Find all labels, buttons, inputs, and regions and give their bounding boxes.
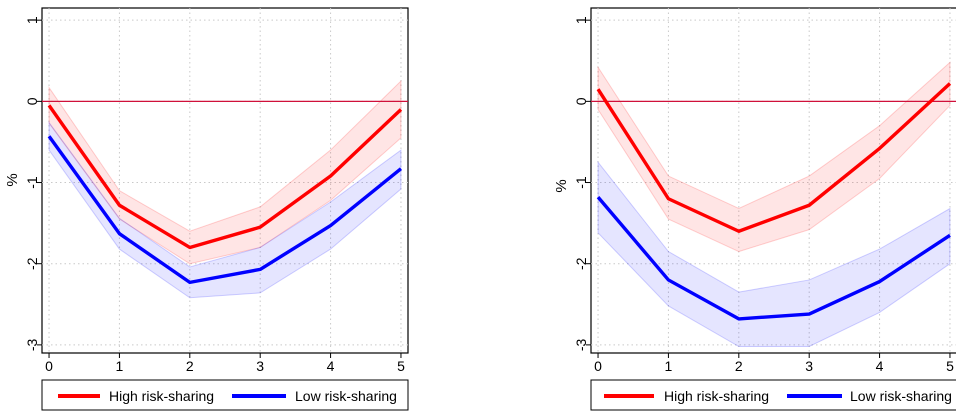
x-tick-label: 0: [594, 358, 602, 374]
series-line-low-risk-sharing: [47, 135, 403, 285]
series-line-low-risk-sharing: [596, 196, 951, 321]
legend-label-high: High risk-sharing: [109, 388, 214, 404]
x-tick-label: 3: [256, 358, 264, 374]
y-tick-label: 1: [24, 16, 40, 24]
legend: High risk-sharing Low risk-sharing: [41, 379, 409, 411]
chart-panel-left: 1 0 -1 -2 -3 0 1 2 3 4 5 % High risk-sharing Low …: [4, 7, 409, 411]
grid-lines: [591, 8, 956, 353]
confidence-band-low-risk-sharing: [48, 120, 402, 299]
y-tick-label: -2: [24, 257, 40, 270]
y-tick-label: -1: [24, 176, 40, 189]
y-axis-label: %: [4, 173, 21, 186]
x-tick-label: 5: [946, 358, 954, 374]
x-axis-ticks: 0 1 2 3 4 5: [594, 353, 954, 374]
legend: High risk-sharing Low risk-sharing: [590, 379, 956, 411]
x-tick-label: 2: [735, 358, 743, 374]
confidence-band-low-risk-sharing: [597, 160, 951, 348]
series-lines: [596, 82, 952, 321]
chart-panel-right: 1 0 -1 -2 -3 0 1 2 3 4 5 % High risk-sharing Low …: [553, 7, 956, 411]
confidence-bands: [48, 79, 402, 299]
series-line-high-risk-sharing: [47, 104, 403, 250]
confidence-bands: [597, 61, 951, 348]
y-tick-label: -3: [24, 338, 40, 351]
x-tick-label: 4: [327, 358, 335, 374]
y-axis-ticks: 1 0 -1 -2 -3: [24, 16, 42, 351]
plot-frame: [590, 7, 956, 354]
plot-frame: [41, 7, 409, 354]
confidence-band-high-risk-sharing: [48, 79, 402, 265]
series-lines: [47, 104, 403, 285]
legend-label-low: Low risk-sharing: [295, 388, 397, 404]
y-tick-label: 0: [573, 97, 589, 105]
y-axis-label: %: [553, 179, 570, 192]
y-tick-label: 0: [24, 97, 40, 105]
series-line-high-risk-sharing: [596, 82, 952, 233]
x-tick-label: 1: [665, 358, 673, 374]
legend-box: [41, 379, 409, 411]
x-tick-label: 1: [116, 358, 124, 374]
x-tick-label: 0: [45, 358, 53, 374]
y-tick-label: -3: [573, 338, 589, 351]
y-tick-label: -2: [573, 257, 589, 270]
x-tick-label: 4: [876, 358, 884, 374]
grid-lines: [42, 8, 408, 353]
legend-label-low: Low risk-sharing: [850, 388, 952, 404]
x-tick-label: 2: [186, 358, 194, 374]
x-tick-label: 3: [805, 358, 813, 374]
x-axis-ticks: 0 1 2 3 4 5: [45, 353, 405, 374]
legend-label-high: High risk-sharing: [664, 388, 769, 404]
confidence-band-high-risk-sharing: [597, 61, 951, 253]
x-tick-label: 5: [397, 358, 405, 374]
y-tick-label: -1: [573, 176, 589, 189]
y-axis-ticks: 1 0 -1 -2 -3: [573, 16, 591, 351]
y-tick-label: 1: [573, 16, 589, 24]
